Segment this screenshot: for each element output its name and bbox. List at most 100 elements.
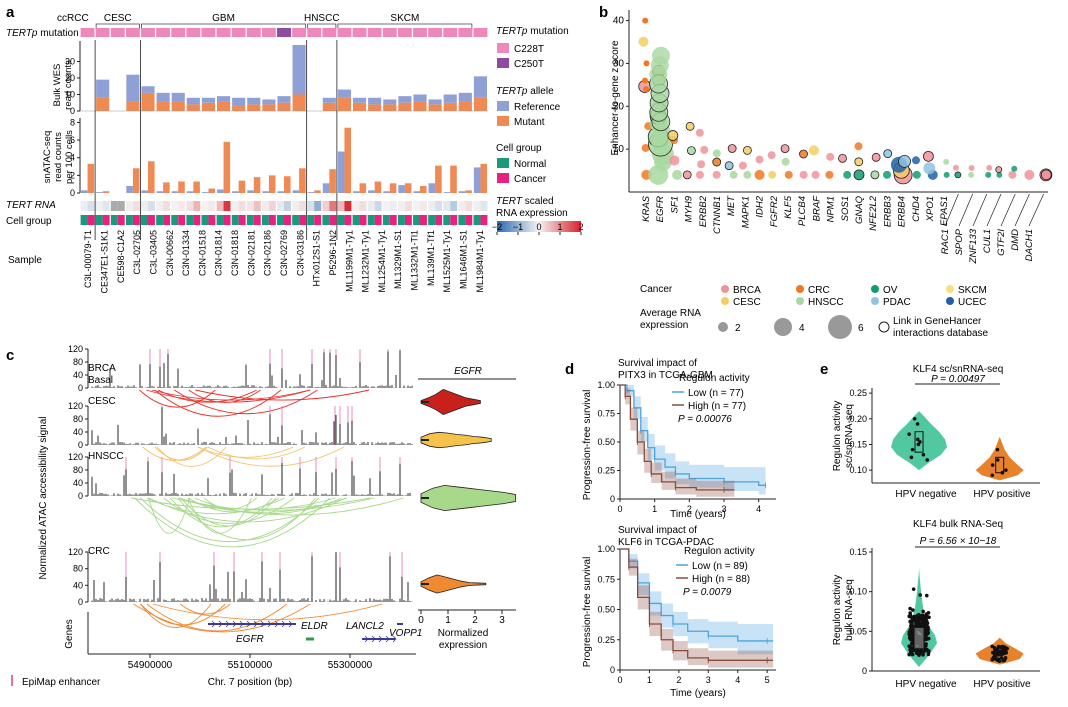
mutation-cell bbox=[261, 28, 276, 37]
wes-ytick-label: 10 bbox=[65, 90, 75, 100]
lancl2-strand-arrow bbox=[392, 635, 397, 643]
snatac-cancer-bar bbox=[148, 161, 155, 193]
mutation-cell bbox=[277, 28, 291, 37]
wes-reference-bar bbox=[232, 97, 246, 107]
rna-normal-cell bbox=[337, 201, 345, 211]
bubble-kras bbox=[641, 77, 648, 84]
track-ytick-label: 40 bbox=[73, 580, 83, 590]
rna-normal-cell bbox=[246, 201, 254, 211]
mutation-cell bbox=[80, 28, 95, 37]
hpv-negative-point bbox=[924, 593, 929, 598]
cellgroup-normal-cell bbox=[443, 215, 451, 225]
cellgroup-cancer-cell bbox=[344, 215, 352, 225]
gene-label-erbb2: ERBB2 bbox=[698, 195, 709, 227]
rna-normal-cell bbox=[110, 201, 118, 211]
rna-normal-cell bbox=[458, 201, 466, 211]
gene-label-xpo1: XPO1 bbox=[925, 196, 936, 222]
legend-normal-swatch bbox=[497, 158, 509, 168]
mutation-cell bbox=[216, 28, 231, 37]
sample-name: ML139M1-Tf1 bbox=[426, 230, 436, 286]
hpv-positive-point bbox=[991, 656, 995, 660]
hpv-positive-point bbox=[998, 649, 1003, 653]
snatac-ylabel-2: read counts bbox=[53, 132, 64, 182]
km1-legend-high: High (n = 77) bbox=[688, 401, 746, 412]
wes-reference-bar bbox=[473, 76, 487, 98]
egfr-strand-arrow bbox=[260, 620, 265, 628]
bubble-sos1 bbox=[838, 153, 847, 163]
track-ytick-label: 80 bbox=[73, 465, 83, 475]
cellgroup-normal-cell bbox=[80, 215, 88, 225]
km-xtick-label: 3 bbox=[721, 504, 726, 514]
gene-label-braf: BRAF bbox=[811, 195, 822, 222]
bubble-ctnnb1 bbox=[712, 157, 722, 167]
snatac-normal-bar bbox=[247, 190, 254, 193]
snatac-normal-bar bbox=[186, 191, 194, 193]
loop-arc bbox=[154, 446, 208, 461]
gene-label-ctnnb1: CTNNB1 bbox=[712, 196, 723, 234]
mutation-cell bbox=[171, 28, 186, 37]
km1-legend-low: Low (n = 77) bbox=[688, 388, 744, 399]
bubble-spop bbox=[968, 164, 975, 171]
cellgroup-normal-cell bbox=[216, 215, 224, 225]
snatac-cancer-bar bbox=[132, 168, 140, 193]
sample-names: C3L-00079-T1 CE347E1-S1K1 CE598-C1A2 C3L-02… bbox=[83, 230, 485, 294]
rna-normal-cell bbox=[428, 201, 436, 211]
panel-d-label: d bbox=[565, 361, 574, 378]
cellgroup-normal-cell bbox=[231, 215, 239, 225]
bubble-erbb3 bbox=[883, 170, 892, 179]
mutation-cell bbox=[413, 28, 427, 37]
hpv-positive-point bbox=[999, 656, 1004, 660]
rna-cancer-cell bbox=[465, 201, 473, 211]
gene-label-znf133: ZNF133 bbox=[968, 228, 979, 264]
cancer-bracket bbox=[141, 23, 307, 29]
legend-tertp-title: TERTp mutation bbox=[496, 26, 569, 37]
e-ytick-label: 0.10 bbox=[849, 465, 867, 475]
km2-title-1: Survival impact of bbox=[618, 525, 697, 536]
cellgroup-normal-cell bbox=[458, 215, 466, 225]
egfr-strand-arrow bbox=[225, 620, 230, 628]
wes-mutant-bar bbox=[156, 101, 170, 111]
km-xtick-label: 1 bbox=[652, 504, 657, 514]
e2-pvalue: P = 6.56 × 10−18 bbox=[920, 536, 997, 547]
rna-cancer-cell bbox=[389, 201, 397, 211]
snatac-normal-bar bbox=[307, 192, 315, 193]
bubble-chd4 bbox=[911, 156, 920, 165]
loop-arc bbox=[203, 497, 258, 510]
snatac-ytick-label: 4 bbox=[70, 153, 75, 163]
km-ytick-label: 0.75 bbox=[597, 574, 615, 584]
snatac-normal-bar bbox=[428, 183, 436, 193]
km-xtick-label: 3 bbox=[706, 675, 711, 685]
bubble-rac1 bbox=[952, 164, 959, 171]
c-xtick-label: 55300000 bbox=[328, 660, 373, 671]
hpv-positive-point bbox=[990, 473, 995, 478]
bubble-kras bbox=[643, 86, 650, 93]
loop-arc bbox=[148, 497, 347, 523]
rna-normal-cell bbox=[201, 201, 209, 211]
rna-normal-cell bbox=[80, 201, 88, 211]
cellgroup-cancer-cell bbox=[268, 215, 276, 225]
snatac-normal-bar bbox=[337, 151, 345, 193]
violin-xtick-label: 2 bbox=[472, 615, 478, 626]
bubble-erbb3 bbox=[883, 149, 893, 159]
b-ytick-label: 10 bbox=[613, 144, 625, 155]
gene-label-sos1: SOS1 bbox=[840, 196, 851, 221]
gene-label-myh9: MYH9 bbox=[684, 195, 695, 222]
bubble-myh9 bbox=[682, 170, 692, 180]
panel-a-legend: TERTp mutation C228T C250T TERTp allele … bbox=[492, 26, 584, 235]
lancl2-strand-arrow bbox=[364, 635, 369, 643]
sample-name: C3N-00662 bbox=[165, 230, 175, 276]
gene-label-egfr: EGFR bbox=[655, 196, 666, 223]
loop-arc bbox=[156, 446, 227, 467]
bubble-sf1 bbox=[669, 155, 680, 166]
hpv-negative-point bbox=[922, 649, 926, 654]
gene-label-klf5: KLF5 bbox=[783, 195, 794, 218]
egfr-strand-arrow bbox=[281, 620, 286, 628]
sample-name: ML1332M1-Tl1 bbox=[410, 230, 420, 291]
tert-rna-heatmap-row bbox=[80, 201, 488, 211]
snatac-normal-bar bbox=[443, 192, 451, 193]
track-sublabel-basal: Basal bbox=[88, 375, 113, 386]
snatac-cancer-bar bbox=[253, 177, 261, 193]
legend-cancer-title: Cancer bbox=[640, 284, 673, 295]
sample-name: ML1329M1-S1 bbox=[393, 230, 403, 289]
